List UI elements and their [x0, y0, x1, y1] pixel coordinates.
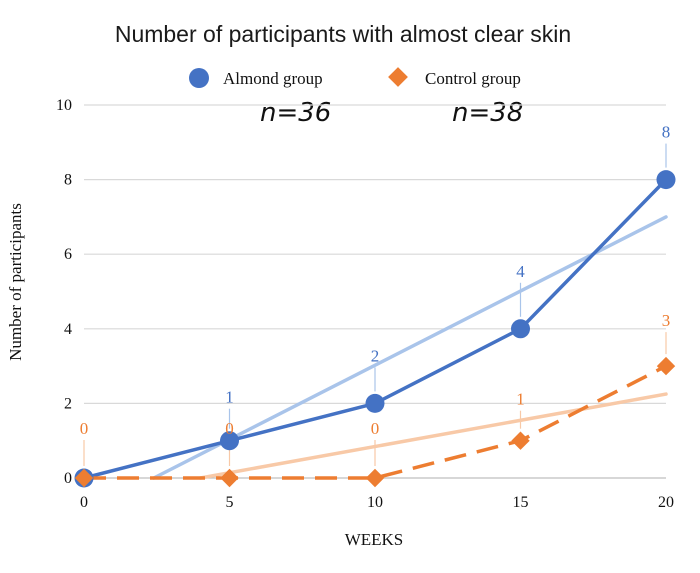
y-tick-label: 0 — [64, 470, 72, 487]
series-markers — [74, 170, 676, 488]
data-point — [220, 431, 239, 451]
trendlines — [152, 215, 668, 480]
data-label: 1 — [516, 390, 525, 409]
legend-marker-almond — [189, 68, 209, 88]
legend-marker-control — [388, 67, 408, 87]
legend-label-control: Control group — [425, 69, 521, 88]
data-point — [365, 468, 385, 488]
data-point — [74, 468, 94, 488]
trendline-series-1 — [198, 392, 668, 480]
y-tick-label: 10 — [56, 97, 72, 114]
data-label: 1 — [225, 388, 234, 407]
data-point — [511, 319, 530, 339]
data-point — [656, 170, 676, 190]
trendline-series-0 — [152, 215, 668, 480]
legend-label-almond: Almond group — [223, 69, 323, 88]
data-point — [365, 393, 385, 413]
data-label: 0 — [371, 419, 380, 438]
data-point — [511, 431, 530, 450]
data-label: 8 — [662, 123, 671, 142]
data-label: 4 — [516, 262, 525, 281]
x-tick-label: 5 — [226, 494, 234, 511]
x-tick-label: 0 — [80, 494, 88, 511]
y-tick-label: 8 — [64, 172, 72, 189]
y-tick-label: 4 — [64, 321, 72, 338]
data-label: 2 — [371, 346, 380, 365]
y-tick-label: 2 — [64, 395, 72, 412]
data-label-leaders — [83, 143, 667, 466]
annotation-control-n: n=38 — [452, 98, 523, 128]
gridlines — [84, 104, 666, 479]
x-tick-label: 20 — [658, 494, 674, 511]
legend: Almond group Control group — [189, 67, 521, 88]
chart-title: Number of participants with almost clear… — [115, 21, 571, 47]
data-label: 0 — [80, 419, 89, 438]
x-tick-label: 10 — [367, 494, 383, 511]
x-tick-label: 15 — [513, 494, 529, 511]
data-point — [220, 468, 239, 488]
data-label: 0 — [225, 419, 234, 438]
x-axis-label: WEEKS — [345, 530, 404, 549]
data-point — [656, 356, 676, 376]
data-labels: 1 2 4 8 0 0 0 1 3 — [80, 123, 671, 438]
y-tick-label: 6 — [64, 246, 72, 263]
series-line-1 — [84, 364, 667, 480]
data-label: 3 — [662, 311, 671, 330]
annotation-almond-n: n=36 — [260, 98, 331, 128]
y-axis-label: Number of participants — [6, 203, 25, 361]
